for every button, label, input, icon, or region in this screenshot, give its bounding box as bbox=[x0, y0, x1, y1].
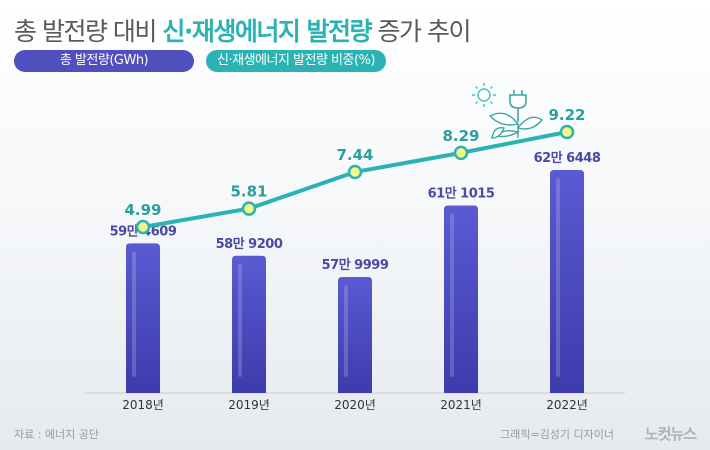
title-prefix: 총 발전량 대비 bbox=[14, 17, 163, 46]
graphic-credit: 그래픽=김성기 디자이너 bbox=[500, 428, 614, 441]
brand-logo: 노컷뉴스 bbox=[644, 425, 697, 443]
title-accent: 신·재생에너지 발전량 bbox=[162, 17, 372, 46]
line-point-2021년 bbox=[453, 145, 469, 161]
line-point-2020년 bbox=[347, 164, 363, 180]
x-tick-label: 2020년 bbox=[334, 398, 376, 412]
bar-2018년 bbox=[126, 243, 160, 393]
bar-2020년 bbox=[338, 276, 372, 393]
bar-2021년 bbox=[444, 205, 478, 393]
line-value-label: 9.22 bbox=[548, 106, 585, 124]
x-tick-label: 2021년 bbox=[440, 398, 482, 412]
line-value-label: 5.81 bbox=[230, 183, 267, 201]
sun-icon bbox=[472, 83, 496, 107]
bar-value-label: 57만 9999 bbox=[322, 257, 389, 273]
bar-highlight bbox=[556, 178, 560, 377]
plant-icon bbox=[488, 112, 544, 139]
bar-highlight bbox=[344, 284, 348, 377]
line-value-label: 4.99 bbox=[124, 201, 161, 219]
line-point-2022년 bbox=[559, 124, 575, 140]
bar-2019년 bbox=[232, 255, 266, 393]
chart-title: 총 발전량 대비 신·재생에너지 발전량 증가 추이 bbox=[14, 12, 471, 48]
x-tick-label: 2019년 bbox=[228, 398, 270, 412]
line-value-label: 7.44 bbox=[336, 146, 373, 164]
source-note: 자료 : 에너지 공단 bbox=[14, 428, 100, 441]
bar-value-label: 61만 1015 bbox=[428, 186, 495, 202]
line-point-2019년 bbox=[241, 201, 257, 216]
title-suffix: 증가 추이 bbox=[371, 17, 471, 46]
bar-value-label: 62만 6448 bbox=[534, 150, 601, 166]
x-tick-label: 2018년 bbox=[122, 398, 164, 412]
line-point-2018년 bbox=[135, 219, 151, 235]
legend-renewable-share: 신·재생에너지 발전량 비중(%) bbox=[206, 50, 386, 72]
x-tick-label: 2022년 bbox=[546, 398, 588, 412]
bar-value-label: 58만 9200 bbox=[216, 236, 283, 252]
line-value-label: 8.29 bbox=[442, 127, 479, 145]
plug-icon bbox=[509, 90, 527, 122]
bar-highlight bbox=[238, 263, 242, 377]
legend-total-generation: 총 발전량(GWh) bbox=[14, 50, 194, 72]
bar-highlight bbox=[132, 251, 136, 377]
bar-highlight bbox=[450, 213, 454, 377]
bar-2022년 bbox=[550, 170, 584, 393]
